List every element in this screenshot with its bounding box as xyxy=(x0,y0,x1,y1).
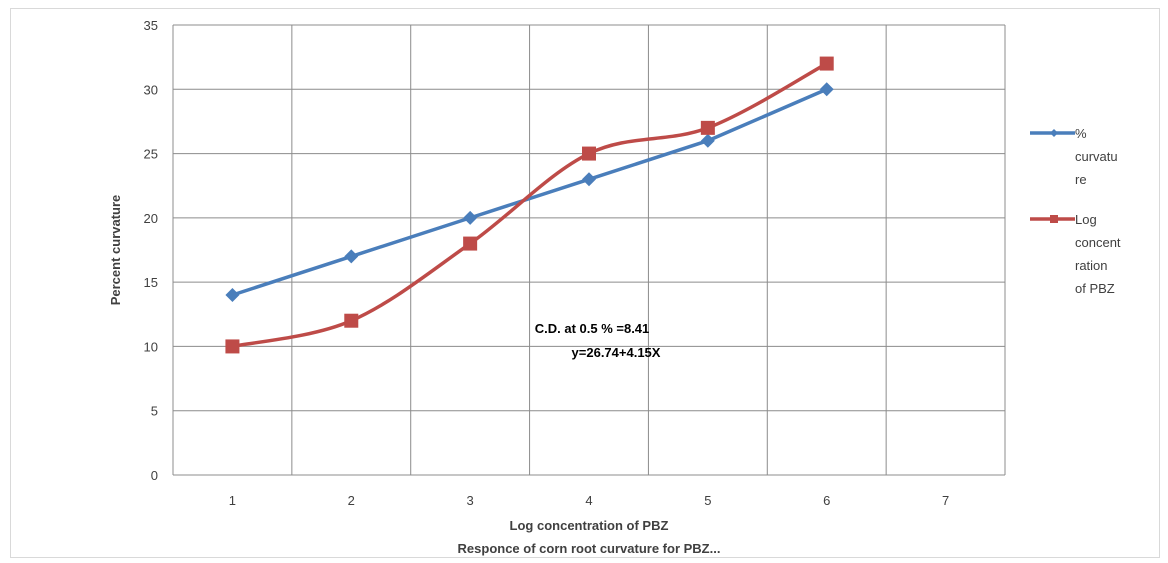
data-point-diamond xyxy=(1050,129,1058,137)
series-percent-curvature xyxy=(225,82,834,302)
legend-label-line: of PBZ xyxy=(1075,281,1115,296)
x-tick-label: 4 xyxy=(585,493,592,508)
x-axis-ticks: 1 2 3 4 5 6 7 xyxy=(229,493,949,508)
x-tick-label: 3 xyxy=(467,493,474,508)
regression-annotation: y=26.74+4.15X xyxy=(572,345,661,360)
legend-label-line: concent xyxy=(1075,235,1121,250)
data-point-square xyxy=(1050,215,1058,223)
chart-subtitle: Responce of corn root curvature for PBZ.… xyxy=(458,541,721,556)
legend-label-line: ration xyxy=(1075,258,1108,273)
data-point-square xyxy=(819,56,834,71)
y-axis-title: Percent curvature xyxy=(108,195,123,306)
data-point-square xyxy=(463,236,478,251)
legend-label-line: re xyxy=(1075,172,1087,187)
cd-annotation: C.D. at 0.5 % =8.41 xyxy=(535,321,650,336)
data-point-square xyxy=(700,120,715,135)
data-point-diamond xyxy=(700,133,715,148)
y-tick-label: 35 xyxy=(144,18,158,33)
series-layer xyxy=(225,56,834,354)
y-tick-label: 30 xyxy=(144,82,158,97)
x-tick-label: 1 xyxy=(229,493,236,508)
x-axis-title: Log concentration of PBZ xyxy=(510,518,669,533)
data-point-square xyxy=(344,313,359,328)
series-line xyxy=(231,87,828,297)
y-tick-label: 15 xyxy=(144,275,158,290)
legend-label-line: Log xyxy=(1075,212,1097,227)
x-tick-label: 5 xyxy=(704,493,711,508)
data-point-diamond xyxy=(344,249,359,264)
data-point-diamond xyxy=(582,172,596,187)
y-tick-label: 0 xyxy=(151,468,158,483)
data-point-square xyxy=(582,146,596,161)
legend-label-line: curvatu xyxy=(1075,149,1118,164)
y-tick-label: 5 xyxy=(151,404,158,419)
y-axis-ticks: 0 5 10 15 20 25 30 35 xyxy=(144,18,158,483)
data-point-square xyxy=(225,339,240,354)
data-point-diamond xyxy=(225,288,240,302)
series-log-concentration xyxy=(225,56,834,354)
x-tick-label: 2 xyxy=(348,493,355,508)
x-tick-label: 7 xyxy=(942,493,949,508)
chart-frame xyxy=(10,8,1160,558)
x-tick-label: 6 xyxy=(823,493,830,508)
data-point-diamond xyxy=(819,82,834,97)
legend-label-line: % xyxy=(1075,126,1087,141)
data-point-diamond xyxy=(463,210,478,225)
legend: % curvatu re Log concent ration of PBZ xyxy=(1030,126,1121,296)
series-line xyxy=(232,62,828,349)
y-tick-label: 25 xyxy=(144,147,158,162)
grid-lines xyxy=(172,24,1006,476)
y-tick-label: 20 xyxy=(144,211,158,226)
y-tick-label: 10 xyxy=(144,339,158,354)
